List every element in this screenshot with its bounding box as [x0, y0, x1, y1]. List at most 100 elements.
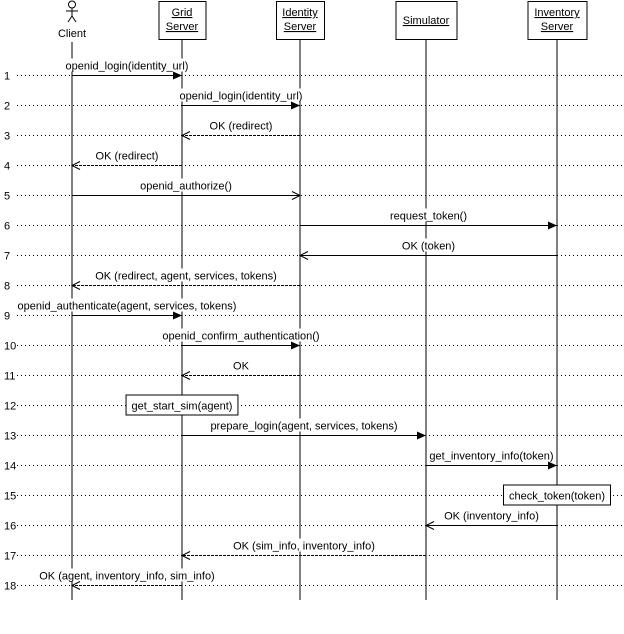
- message-label-background: [64, 58, 190, 72]
- open-arrowhead-icon: [298, 251, 309, 260]
- filled-arrowhead-icon: [173, 311, 182, 320]
- message-label-background: [94, 148, 160, 162]
- open-arrowhead-icon: [180, 551, 191, 560]
- message-11: OK: [180, 358, 300, 380]
- row-number: 9: [4, 311, 10, 323]
- message-label: OK: [233, 361, 250, 373]
- row-number: 2: [4, 101, 10, 113]
- message-label-background: [208, 118, 274, 132]
- row-number: 3: [4, 131, 10, 143]
- filled-arrowhead-icon: [173, 71, 182, 80]
- participant-sim: Simulator: [395, 1, 458, 600]
- message-label: get_inventory_info(token): [429, 451, 553, 463]
- message-14: get_inventory_info(token): [426, 448, 557, 470]
- message-label-background: [94, 268, 278, 282]
- row-number: 14: [4, 461, 16, 473]
- open-arrowhead-icon: [70, 581, 81, 590]
- message-label: openid_confirm_authentication(): [162, 331, 319, 343]
- message-label-background: [428, 448, 555, 462]
- row-number: 16: [4, 521, 16, 533]
- message-8: OK (redirect, agent, services, tokens): [70, 268, 300, 290]
- participant-identity: Identity Server: [276, 1, 325, 600]
- filled-arrowhead-icon: [417, 431, 426, 440]
- message-label-background: [139, 178, 233, 192]
- message-label-background: [388, 208, 469, 222]
- message-label: openid_authenticate(agent, services, tok…: [18, 301, 237, 313]
- message-4: OK (redirect): [70, 148, 182, 170]
- row-number: 11: [4, 371, 15, 383]
- message-label-background: [232, 538, 376, 552]
- participant-label: Identity: [282, 7, 318, 19]
- message-label: OK (agent, inventory_info, sim_info): [39, 571, 214, 583]
- message-2: openid_login(identity_url): [178, 88, 304, 110]
- actor-body-icon: [66, 8, 78, 23]
- message-5: openid_authorize(): [72, 178, 302, 200]
- participant-box: [158, 1, 207, 40]
- message-label-background: [232, 358, 250, 372]
- row-number: 8: [4, 281, 10, 293]
- row-number: 1: [4, 71, 10, 83]
- row-number: 13: [4, 431, 16, 443]
- participant-inventory: Inventory Server: [527, 1, 588, 600]
- note-12: get_start_sim(agent): [125, 394, 239, 416]
- open-arrowhead-icon: [180, 371, 191, 380]
- note-15: check_token(token): [503, 484, 611, 506]
- message-label: OK (redirect): [96, 151, 159, 163]
- participant-label: Inventory: [534, 7, 580, 19]
- filled-arrowhead-icon: [548, 461, 557, 470]
- participant-box: [276, 1, 325, 40]
- open-arrowhead-icon: [291, 191, 302, 200]
- message-label-background: [161, 328, 321, 342]
- message-18: OK (agent, inventory_info, sim_info): [38, 568, 216, 590]
- participant-label: Server: [284, 21, 317, 33]
- participant-grid: Grid Server: [158, 1, 207, 600]
- row-number: 12: [4, 401, 16, 413]
- message-label-background: [209, 418, 399, 432]
- participant-label: Grid: [172, 7, 193, 19]
- participant-client: Client: [58, 0, 86, 600]
- row-number: 18: [4, 581, 16, 593]
- message-label-background: [443, 508, 540, 522]
- participant-label: Server: [166, 21, 199, 33]
- note-box: [503, 484, 611, 506]
- message-label: OK (inventory_info): [444, 511, 539, 523]
- message-7: OK (token): [298, 238, 557, 260]
- row-number: 17: [4, 551, 16, 563]
- participant-box: [527, 1, 588, 40]
- open-arrowhead-icon: [180, 131, 191, 140]
- row-number: 4: [4, 161, 10, 173]
- message-label-background: [16, 298, 238, 312]
- message-10: openid_confirm_authentication(): [161, 328, 321, 350]
- filled-arrowhead-icon: [548, 221, 557, 230]
- participant-label: Client: [58, 28, 86, 40]
- message-3: OK (redirect): [180, 118, 300, 140]
- participant-label: Server: [541, 21, 574, 33]
- message-label: OK (token): [402, 241, 455, 253]
- note-box: [125, 394, 239, 416]
- row-number: 10: [4, 341, 16, 353]
- note-label: get_start_sim(agent): [132, 401, 233, 413]
- message-label-background: [400, 238, 457, 252]
- message-label: openid_login(identity_url): [180, 91, 303, 103]
- message-label-background: [178, 88, 304, 102]
- row-number: 5: [4, 191, 10, 203]
- message-16: OK (inventory_info): [424, 508, 557, 530]
- message-label: OK (redirect): [210, 121, 273, 133]
- note-label: check_token(token): [509, 491, 605, 503]
- open-arrowhead-icon: [70, 281, 81, 290]
- message-13: prepare_login(agent, services, tokens): [182, 418, 426, 440]
- actor-head-icon: [68, 0, 76, 9]
- message-label-background: [38, 568, 216, 582]
- participant-label: Simulator: [403, 15, 450, 27]
- message-9: openid_authenticate(agent, services, tok…: [16, 298, 238, 320]
- message-6: request_token(): [300, 208, 557, 230]
- message-label: request_token(): [390, 211, 467, 223]
- message-label: prepare_login(agent, services, tokens): [210, 421, 397, 433]
- row-number: 15: [4, 491, 16, 503]
- message-label: OK (redirect, agent, services, tokens): [95, 271, 277, 283]
- filled-arrowhead-icon: [291, 341, 300, 350]
- row-number: 6: [4, 221, 10, 233]
- open-arrowhead-icon: [70, 161, 81, 170]
- row-number: 7: [4, 251, 10, 263]
